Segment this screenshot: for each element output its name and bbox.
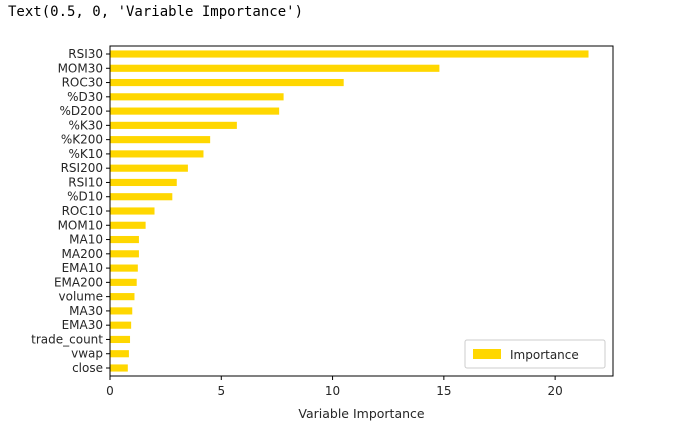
y-tick-label: EMA200 <box>54 275 103 289</box>
x-tick-label: 5 <box>217 384 225 398</box>
bar-%D200 <box>110 107 280 115</box>
bar-volume <box>110 293 135 301</box>
x-tick-label: 10 <box>325 384 340 398</box>
y-tick-label: EMA30 <box>62 318 103 332</box>
y-tick-label: %D200 <box>59 104 103 118</box>
y-tick-label: MA30 <box>69 304 103 318</box>
y-tick-label: volume <box>59 290 103 304</box>
bar-%D30 <box>110 93 284 101</box>
bar-trade_count <box>110 335 131 344</box>
y-tick-label: MOM10 <box>58 218 103 232</box>
y-tick-label: %K10 <box>68 147 103 161</box>
legend-box <box>464 339 606 369</box>
bar-MA30 <box>110 307 133 315</box>
y-tick-label: %D10 <box>67 190 103 204</box>
bar-RSI30 <box>110 50 589 58</box>
y-tick-label: RSI200 <box>61 161 103 175</box>
bar-MOM10 <box>110 221 146 229</box>
x-ticks: 0 5 10 15 20 <box>106 376 563 398</box>
y-tick-label: vwap <box>71 347 103 361</box>
cell-output-text: Text(0.5, 0, 'Variable Importance') <box>8 4 304 20</box>
y-tick-label: ROC30 <box>62 76 103 90</box>
bar-close <box>110 364 128 372</box>
bar-MOM30 <box>110 64 440 72</box>
bar-RSI10 <box>110 178 177 187</box>
bar-ROC10 <box>110 207 155 215</box>
y-tick-label: RSI10 <box>68 175 103 189</box>
y-tick-labels: RSI30MOM30ROC30%D30%D200%K30%K200%K10RSI… <box>31 47 110 375</box>
bar-vwap <box>110 350 129 358</box>
y-tick-label: MA10 <box>69 233 103 247</box>
legend-swatch <box>473 349 501 359</box>
x-axis-label: Variable Importance <box>298 406 425 421</box>
bar-RSI200 <box>110 164 188 172</box>
bar-EMA200 <box>110 278 137 286</box>
y-tick-label: %K200 <box>61 133 103 147</box>
bar-EMA30 <box>110 321 132 329</box>
x-tick-label: 15 <box>436 384 451 398</box>
legend: Importance <box>464 339 606 369</box>
y-tick-label: %K30 <box>68 118 103 132</box>
x-tick-label: 20 <box>547 384 562 398</box>
bar-%K30 <box>110 121 237 129</box>
y-tick-label: MOM30 <box>58 61 103 75</box>
bar-%K200 <box>110 136 211 144</box>
bars-layer <box>110 50 589 372</box>
y-tick-label: ROC10 <box>62 204 103 218</box>
y-tick-label: %D30 <box>67 90 103 104</box>
y-tick-label: trade_count <box>31 332 103 346</box>
bar-%K10 <box>110 150 204 158</box>
y-tick-label: EMA10 <box>62 261 103 275</box>
legend-label: Importance <box>510 348 579 362</box>
bar-ROC30 <box>110 78 344 87</box>
y-tick-label: RSI30 <box>68 47 103 61</box>
bar-MA10 <box>110 235 139 244</box>
bar-%D10 <box>110 193 173 201</box>
bar-EMA10 <box>110 264 138 272</box>
bar-MA200 <box>110 250 139 258</box>
x-tick-label: 0 <box>106 384 114 398</box>
plot-frame <box>109 45 614 377</box>
y-tick-label: MA200 <box>62 247 103 261</box>
y-tick-label: close <box>72 361 103 375</box>
